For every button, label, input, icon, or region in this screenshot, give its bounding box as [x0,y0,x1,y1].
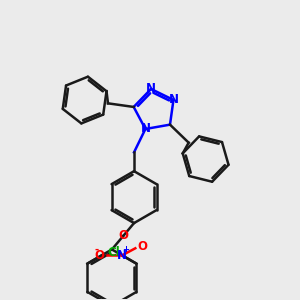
Text: N: N [140,122,150,136]
Text: O: O [95,249,105,262]
Text: -: - [94,245,99,255]
Text: O: O [138,240,148,254]
Text: N: N [169,93,178,106]
Text: N: N [146,82,156,95]
Text: N: N [117,249,127,262]
Text: Cl: Cl [107,246,120,259]
Text: +: + [122,245,129,254]
Text: O: O [118,229,128,242]
